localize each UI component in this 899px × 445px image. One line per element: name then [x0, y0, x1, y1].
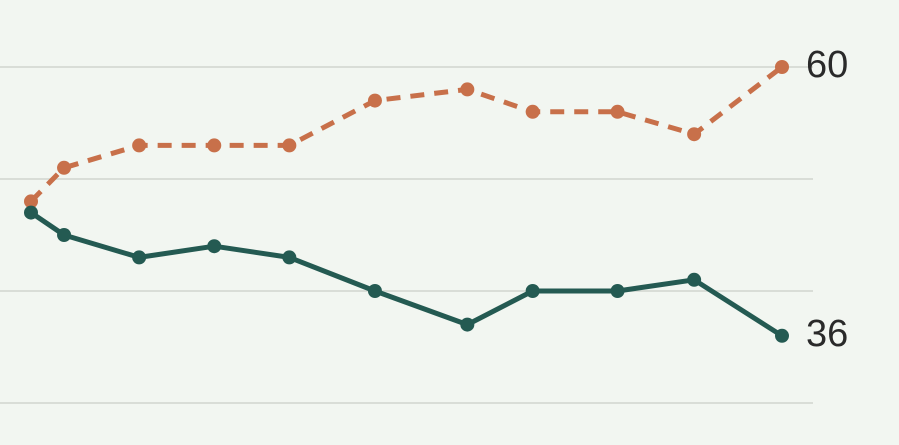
- series-line: [29, 210, 784, 338]
- point: [610, 104, 625, 119]
- point: [207, 239, 222, 254]
- point: [610, 284, 625, 298]
- point: [282, 250, 297, 265]
- point: [282, 138, 297, 153]
- point: [207, 138, 222, 153]
- point: [687, 127, 702, 142]
- point: [132, 138, 147, 153]
- point: [367, 93, 382, 108]
- point: [687, 272, 702, 287]
- point: [460, 317, 475, 332]
- point: [57, 160, 72, 175]
- point: [24, 194, 38, 209]
- point: [775, 328, 789, 343]
- point: [132, 250, 147, 265]
- point: [24, 205, 38, 220]
- end-label: 60: [806, 44, 848, 86]
- point: [367, 284, 382, 298]
- point: [57, 228, 72, 242]
- end-label: 36: [806, 313, 848, 355]
- point: [525, 104, 540, 119]
- point: [775, 60, 789, 74]
- series-line: [29, 65, 784, 204]
- point: [525, 284, 540, 298]
- point: [460, 82, 475, 97]
